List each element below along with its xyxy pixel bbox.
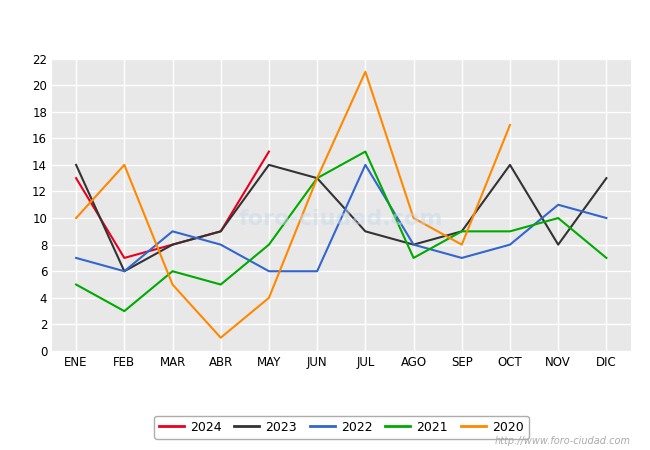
Legend: 2024, 2023, 2022, 2021, 2020: 2024, 2023, 2022, 2021, 2020 — [154, 416, 528, 439]
Text: foro-ciudad.com: foro-ciudad.com — [239, 209, 443, 230]
Text: http://www.foro-ciudad.com: http://www.foro-ciudad.com — [495, 436, 630, 446]
Text: Matriculaciones de Vehiculos en Sant Pere de Vilamajor: Matriculaciones de Vehiculos en Sant Per… — [112, 19, 538, 35]
